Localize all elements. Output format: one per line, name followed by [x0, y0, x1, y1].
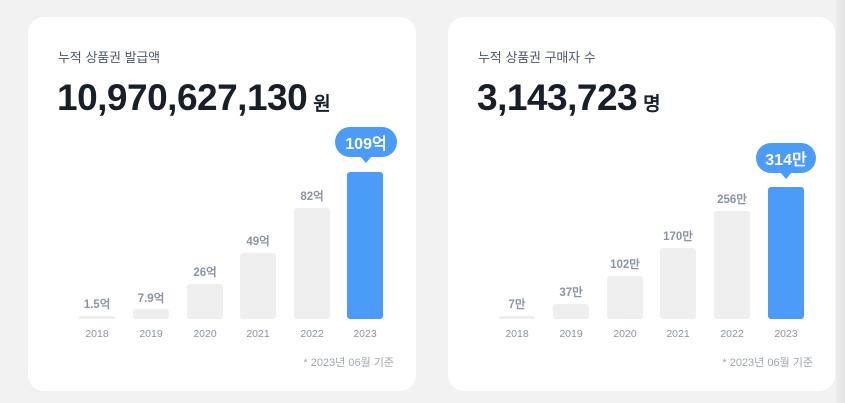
- buyer-count-card: 누적 상품권 구매자 수 3,143,723 명 7만 2018 37만 201…: [448, 17, 835, 391]
- bar-value-label: 49억: [246, 236, 270, 248]
- bar-value-label: 256만: [717, 194, 747, 206]
- bar-value-label: 37만: [559, 287, 583, 299]
- year-label: 2019: [139, 328, 163, 340]
- year-label: 2023: [353, 328, 377, 340]
- card-title: 누적 상품권 발급액: [58, 51, 160, 66]
- card-title: 누적 상품권 구매자 수: [478, 51, 596, 66]
- bar-chart: 1.5억 2018 7.9억 2019 26억 2020 49억 2021 82…: [28, 17, 416, 391]
- year-label: 2021: [666, 328, 690, 340]
- year-label: 2018: [85, 328, 109, 340]
- bar-2022: [294, 208, 330, 319]
- highlight-bubble: 314만: [756, 143, 816, 179]
- footnote: * 2023년 06월 기준: [303, 357, 394, 369]
- bar-value-label: 170만: [663, 231, 693, 243]
- bar-value-label: 7.9억: [137, 293, 165, 305]
- total-value: 3,143,723 명: [477, 77, 661, 119]
- bar-value-label: 26억: [193, 267, 217, 279]
- bar-2019: [133, 309, 169, 319]
- bar-2021: [660, 248, 696, 319]
- bar-value-label: 7만: [508, 299, 526, 311]
- year-label: 2023: [774, 328, 798, 340]
- total-number: 10,970,627,130: [57, 77, 308, 118]
- total-unit: 명: [643, 93, 661, 115]
- year-label: 2019: [559, 328, 583, 340]
- year-label: 2022: [720, 328, 744, 340]
- issued-amount-card: 누적 상품권 발급액 10,970,627,130 원 1.5억 2018 7.…: [28, 17, 416, 391]
- bar-2018: [79, 316, 115, 319]
- bar-chart: 7만 2018 37만 2019 102만 2020 170만 2021 256…: [448, 17, 835, 391]
- bar-value-label: 82억: [300, 191, 324, 203]
- year-label: 2018: [505, 328, 529, 340]
- bar-2021: [240, 253, 276, 319]
- total-number: 3,143,723: [477, 77, 638, 118]
- footnote: * 2023년 06월 기준: [722, 357, 813, 369]
- bar-value-label: 1.5억: [83, 299, 111, 311]
- year-label: 2020: [613, 328, 637, 340]
- total-unit: 원: [313, 93, 331, 115]
- total-value: 10,970,627,130 원: [57, 77, 331, 119]
- bar-2022: [714, 211, 750, 319]
- year-label: 2021: [246, 328, 270, 340]
- bar-2018: [499, 316, 535, 319]
- bar-value-label: 102만: [610, 259, 640, 271]
- bar-2023-highlighted: [768, 187, 804, 319]
- highlight-bubble: 109억: [335, 127, 397, 163]
- bar-2023-highlighted: [347, 172, 383, 319]
- year-label: 2020: [193, 328, 217, 340]
- bar-2020: [187, 284, 223, 319]
- bar-2020: [607, 276, 643, 319]
- year-label: 2022: [300, 328, 324, 340]
- page-edge-shadow: [836, 0, 845, 403]
- bar-2019: [553, 304, 589, 319]
